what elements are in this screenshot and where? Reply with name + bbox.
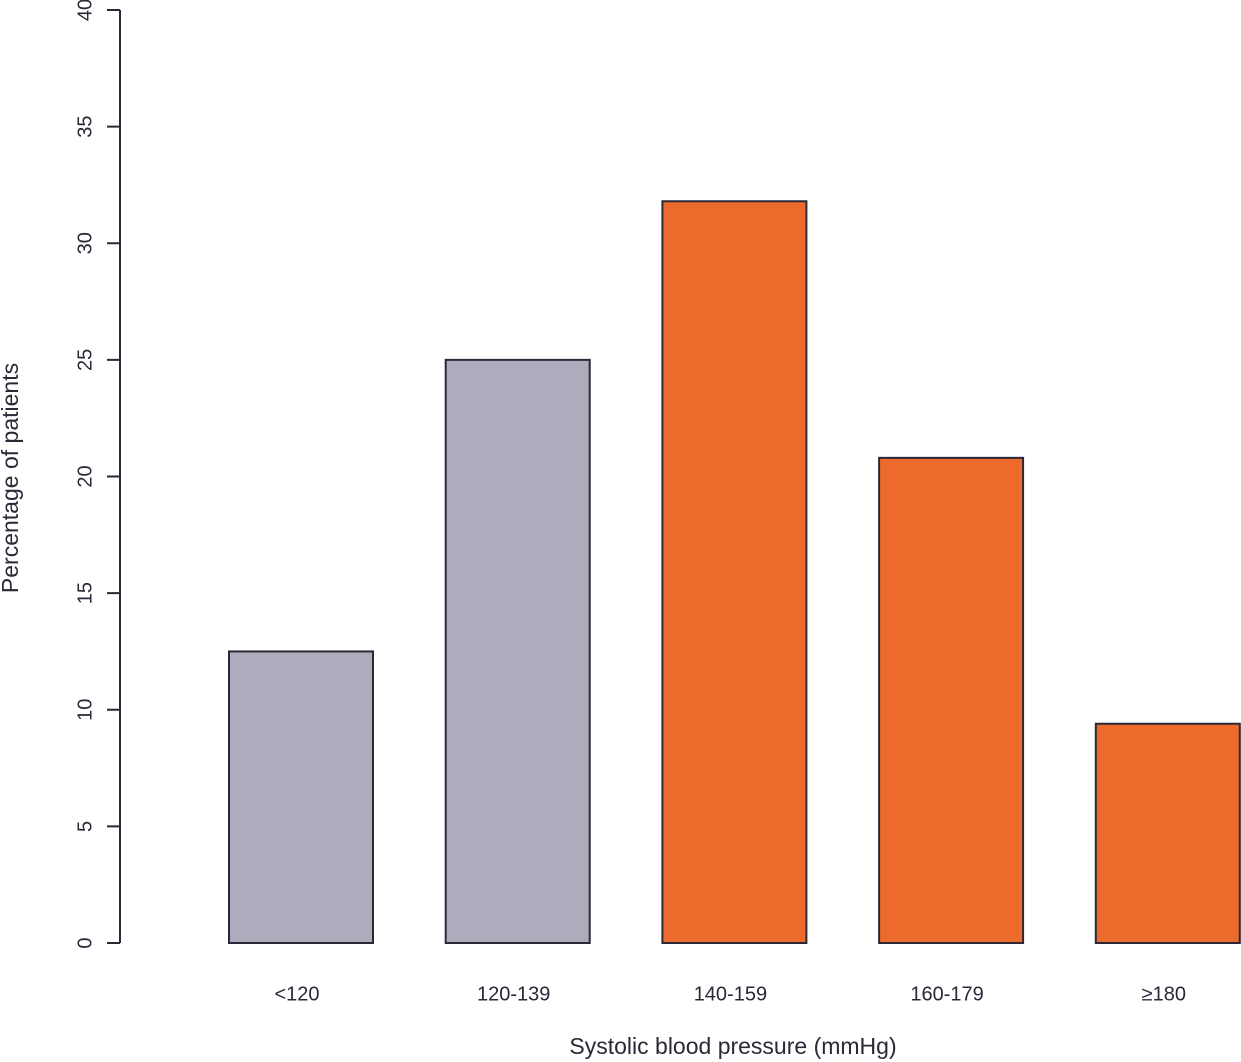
x-tick-label: 120-139 — [477, 983, 550, 1005]
x-tick-label: 160-179 — [910, 983, 983, 1005]
x-axis-label: Systolic blood pressure (mmHg) — [569, 1033, 896, 1059]
y-axis-label: Percentage of patients — [0, 363, 23, 593]
y-tick-label: 0 — [74, 937, 96, 948]
bar — [444, 358, 591, 944]
x-tick-label: 140-159 — [694, 983, 767, 1005]
x-tick-label: <120 — [274, 983, 319, 1005]
x-tick-label: ≥180 — [1142, 983, 1186, 1005]
bar — [878, 456, 1025, 944]
bar — [228, 650, 374, 944]
y-tick-label: 5 — [74, 821, 96, 832]
y-tick-label: 20 — [74, 465, 96, 487]
bar — [1094, 722, 1241, 944]
y-tick-label: 10 — [74, 699, 96, 721]
y-tick-label: 35 — [74, 116, 96, 138]
y-tick-label: 25 — [74, 349, 96, 371]
y-tick-label: 40 — [74, 0, 96, 21]
y-tick-label: 15 — [74, 582, 96, 604]
y-tick-label: 30 — [74, 232, 96, 254]
bar — [661, 200, 808, 944]
